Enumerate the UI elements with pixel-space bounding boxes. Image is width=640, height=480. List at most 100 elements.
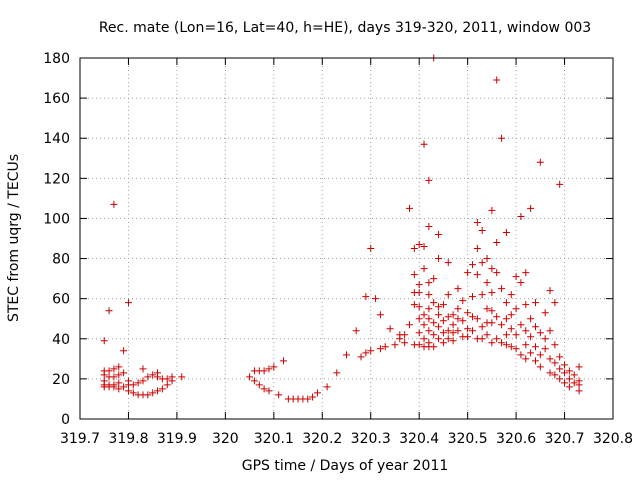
data-point-plus — [502, 228, 510, 236]
data-point-plus — [522, 301, 530, 309]
data-point-plus — [454, 315, 462, 323]
data-point-plus — [478, 335, 486, 343]
data-point-plus — [149, 371, 157, 379]
data-point-plus — [449, 311, 457, 319]
data-point-plus — [246, 373, 254, 381]
x-tick-label: 320.6 — [496, 431, 536, 447]
data-point-plus — [464, 309, 472, 317]
data-point-plus — [449, 337, 457, 345]
data-point-plus — [430, 299, 438, 307]
data-point-plus — [420, 335, 428, 343]
data-point-plus — [478, 226, 486, 234]
data-point-plus — [556, 375, 564, 383]
data-point-plus — [449, 321, 457, 329]
data-point-plus — [565, 367, 573, 375]
data-point-plus — [517, 212, 525, 220]
data-point-plus — [551, 359, 559, 367]
data-point-plus — [498, 321, 506, 329]
data-point-plus — [415, 329, 423, 337]
data-point-plus — [556, 365, 564, 373]
data-point-plus — [439, 317, 447, 325]
data-point-plus — [483, 331, 491, 339]
x-tick-label: 320.8 — [593, 431, 633, 447]
data-point-plus — [493, 76, 501, 84]
data-point-plus — [444, 335, 452, 343]
data-point-plus — [527, 333, 535, 341]
data-point-plus — [488, 339, 496, 347]
data-point-plus — [115, 379, 123, 387]
data-point-plus — [488, 206, 496, 214]
data-point-plus — [420, 321, 428, 329]
data-point-plus — [507, 343, 515, 351]
data-point-plus — [352, 327, 360, 335]
data-point-plus — [546, 327, 554, 335]
y-tick-label: 0 — [61, 412, 70, 428]
data-point-plus — [464, 333, 472, 341]
data-point-plus — [362, 293, 370, 301]
data-point-plus — [154, 373, 162, 381]
data-point-plus — [556, 353, 564, 361]
data-point-plus — [110, 383, 118, 391]
plot-area-border — [79, 57, 614, 420]
data-point-plus — [454, 305, 462, 313]
data-point-plus — [541, 345, 549, 353]
data-point-plus — [134, 379, 142, 387]
data-point-plus — [575, 363, 583, 371]
data-point-plus — [309, 393, 317, 401]
data-point-plus — [531, 299, 539, 307]
data-point-plus — [464, 325, 472, 333]
data-point-plus — [435, 323, 443, 331]
data-point-plus — [527, 315, 535, 323]
data-point-plus — [507, 325, 515, 333]
x-tick-label: 320.1 — [254, 431, 294, 447]
data-point-plus — [420, 243, 428, 251]
data-point-plus — [376, 311, 384, 319]
data-point-plus — [565, 375, 573, 383]
data-point-plus — [493, 313, 501, 321]
data-point-plus — [110, 365, 118, 373]
data-point-plus — [129, 389, 137, 397]
grid-lines — [80, 58, 613, 419]
data-point-plus — [502, 331, 510, 339]
data-point-plus — [498, 339, 506, 347]
data-point-plus — [541, 309, 549, 317]
data-point-plus — [420, 265, 428, 273]
data-point-plus — [304, 395, 312, 403]
data-point-plus — [425, 327, 433, 335]
data-point-plus — [493, 269, 501, 277]
data-point-plus — [507, 291, 515, 299]
data-point-plus — [546, 355, 554, 363]
data-point-plus — [250, 377, 258, 385]
data-point-plus — [502, 341, 510, 349]
data-point-plus — [120, 369, 128, 377]
data-point-plus — [265, 365, 273, 373]
y-tick-label: 80 — [52, 252, 70, 268]
data-point-plus — [478, 259, 486, 267]
data-point-plus — [575, 387, 583, 395]
data-point-plus — [551, 341, 559, 349]
data-point-plus — [570, 379, 578, 387]
data-point-plus — [158, 385, 166, 393]
data-point-plus — [280, 357, 288, 365]
data-point-plus — [154, 387, 162, 395]
data-point-plus — [163, 381, 171, 389]
data-point-plus — [376, 345, 384, 353]
data-point-plus — [473, 271, 481, 279]
data-point-plus — [430, 343, 438, 351]
x-tick-label: 319.7 — [60, 431, 100, 447]
data-point-plus — [435, 335, 443, 343]
data-point-plus — [367, 347, 375, 355]
data-point-plus — [536, 363, 544, 371]
data-point-plus — [129, 381, 137, 389]
data-point-plus — [551, 299, 559, 307]
data-point-plus — [478, 291, 486, 299]
data-point-plus — [483, 255, 491, 263]
data-point-plus — [527, 204, 535, 212]
data-point-plus — [522, 269, 530, 277]
data-point-plus — [488, 307, 496, 315]
data-point-plus — [561, 379, 569, 387]
data-point-plus — [522, 355, 530, 363]
data-point-plus — [430, 275, 438, 283]
data-point-plus — [468, 293, 476, 301]
